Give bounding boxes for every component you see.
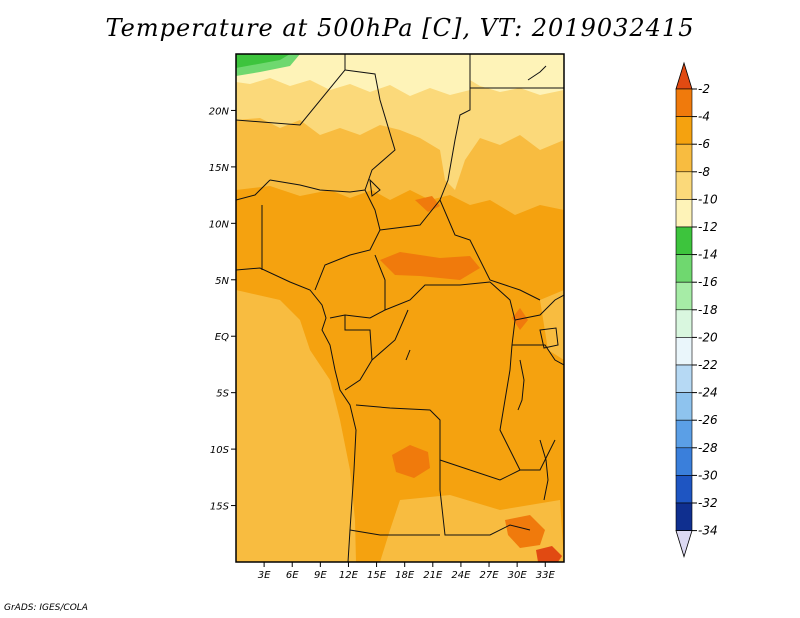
colorbar-swatch [675, 226, 693, 255]
lake-victoria [539, 327, 559, 349]
river-segment [405, 349, 411, 361]
country-borders [236, 54, 564, 562]
lon-tick-label: 21E [423, 570, 443, 581]
colorbar-label: -8 [698, 165, 710, 179]
page-title: Temperature at 500hPa [C], VT: 201903241… [105, 14, 695, 42]
longitude-axis: 3E 6E 9E 12E 15E 18E 21E 24E 27E 30E 33E [258, 562, 556, 581]
colorbar-label: -34 [698, 524, 718, 538]
lat-tick-label: EQ [215, 332, 229, 343]
coastline-west [236, 267, 357, 562]
colorbar-label: -10 [698, 192, 718, 206]
colorbar-swatch [675, 475, 693, 504]
colorbar-label: -20 [698, 330, 718, 344]
colorbar-swatch [675, 281, 693, 311]
colorbar-top-arrow [675, 61, 693, 90]
colorbar-label: -14 [698, 248, 718, 262]
field-patch-minus4-angola [392, 445, 430, 478]
colorbar-swatch [675, 364, 693, 393]
field-band-minus12-east [470, 54, 564, 95]
colorbar-swatch [675, 116, 693, 145]
lon-tick-label: 12E [339, 570, 359, 581]
colorbar-swatch [675, 88, 693, 117]
colorbar-swatch [675, 143, 693, 173]
field-patch-minus4-south [505, 515, 545, 548]
border-car-drc [384, 281, 491, 311]
lat-tick-label: 5N [215, 276, 229, 287]
lon-tick-label: 3E [258, 570, 271, 581]
field-patch-minus2 [536, 546, 562, 562]
lat-tick-label: 10S [210, 445, 230, 456]
field-band-minus8-southwest [236, 290, 356, 562]
border-gabon-congo [344, 315, 373, 391]
colorbar-label: -18 [698, 303, 718, 317]
colorbar-label: -2 [698, 82, 710, 96]
field-band-minus12 [236, 54, 470, 96]
lat-tick-label: 5S [216, 389, 229, 400]
colorbar-label: -22 [698, 358, 718, 372]
lon-tick-label: 30E [508, 570, 528, 581]
grads-credit: GrADS: IGES/COLA [4, 603, 88, 613]
colorbar: -2 -4 -6 -8 -10 -12 -14 -16 -18 -20 -22 -24 -26 -28 -3… [675, 61, 718, 558]
colorbar-swatch [675, 309, 693, 338]
colorbar-label: -6 [698, 137, 710, 151]
colorbar-label: -16 [698, 275, 718, 289]
lat-tick-label: 10N [209, 219, 230, 230]
nile-segment [527, 65, 547, 81]
colorbar-swatch [675, 199, 693, 228]
colorbar-swatch [675, 502, 693, 531]
border-niger-chad [344, 69, 396, 191]
border-benin [236, 179, 271, 201]
border-drc-east [489, 281, 521, 471]
colorbar-swatch [675, 337, 693, 366]
border-north-1 [236, 54, 346, 126]
colorbar-swatch [675, 171, 693, 200]
border-chad-car [379, 199, 441, 231]
border-congo-drc [371, 309, 409, 361]
lon-tick-label: 9E [314, 570, 327, 581]
border-niger-nigeria [269, 179, 366, 193]
border-angola-zambia [439, 460, 531, 536]
colorbar-label: -28 [698, 441, 718, 455]
lon-tick-label: 33E [536, 570, 556, 581]
border-tanzania [512, 344, 564, 366]
colorbar-swatch [675, 447, 693, 476]
lake-tanganyika [517, 359, 525, 411]
border-angola-namibia [349, 529, 440, 536]
lat-tick-label: 20N [209, 106, 230, 117]
lon-tick-label: 24E [451, 570, 471, 581]
colorbar-swatch [675, 254, 693, 283]
map-frame [235, 53, 565, 563]
lon-tick-label: 6E [286, 570, 299, 581]
colorbar-swatch [675, 392, 693, 421]
colorbar-bottom-arrow [675, 530, 693, 558]
lat-tick-label: 15N [209, 163, 230, 174]
field-band-minus16 [236, 54, 300, 76]
colorbar-swatch [675, 419, 693, 449]
lake-malawi [539, 439, 549, 501]
lon-tick-label: 18E [395, 570, 415, 581]
border-cameroon-car [329, 254, 386, 319]
lake-chad [369, 178, 381, 197]
colorbar-label: -12 [698, 220, 718, 234]
border-angola-drc [355, 404, 471, 471]
colorbar-label: -4 [698, 110, 710, 124]
colorbar-label: -32 [698, 496, 718, 510]
latitude-axis: 20N 15N 10N 5N EQ 5S 10S 15S [209, 106, 236, 513]
lat-tick-label: 15S [210, 502, 230, 513]
lon-tick-label: 15E [367, 570, 387, 581]
colorbar-label: -30 [698, 468, 718, 482]
temperature-field [236, 54, 564, 562]
lon-tick-label: 27E [480, 570, 500, 581]
border-nigeria-cameroon [314, 189, 381, 291]
border-uganda [514, 294, 564, 321]
colorbar-label: -26 [698, 413, 718, 427]
field-patch-minus4-central [380, 252, 480, 280]
colorbar-label: -24 [698, 386, 718, 400]
